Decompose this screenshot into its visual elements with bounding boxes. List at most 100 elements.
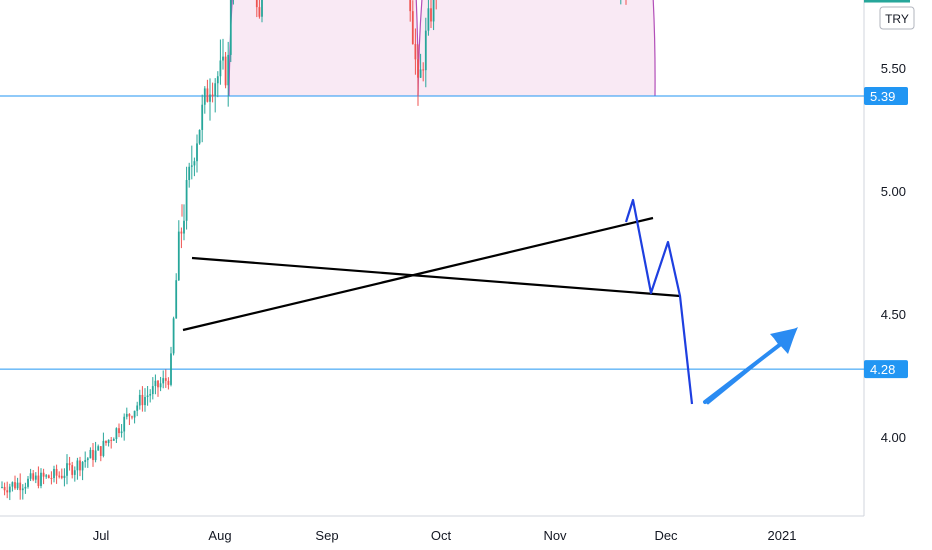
candle-body — [422, 69, 425, 71]
candle-body — [40, 472, 42, 486]
candle-body — [206, 88, 209, 102]
candle-body — [149, 394, 152, 396]
candle-body — [196, 143, 198, 162]
candle-body — [170, 353, 172, 385]
candle-body — [190, 165, 193, 167]
candle-body — [432, 0, 435, 22]
candle-body — [151, 386, 154, 395]
right-arc-fill — [418, 0, 656, 97]
candle-body — [55, 468, 58, 476]
candle-body — [16, 482, 19, 489]
candle-body — [110, 439, 113, 441]
x-tick-label: Aug — [208, 528, 231, 543]
currency-text: TRY — [885, 12, 909, 26]
candle-body — [193, 161, 196, 166]
candle-body — [37, 475, 40, 486]
candle-body — [73, 470, 76, 475]
candle-body — [198, 129, 201, 144]
candle-body — [411, 11, 414, 45]
candle-body — [157, 380, 159, 388]
candle-body — [167, 380, 170, 385]
candle-body — [45, 475, 48, 477]
candle-body — [138, 394, 141, 406]
candle-body — [216, 76, 219, 84]
candle-body — [86, 458, 89, 461]
candle-body — [128, 413, 131, 417]
y-tick-label: 5.50 — [881, 61, 906, 76]
candle-body — [209, 94, 211, 102]
candle-body — [144, 397, 146, 406]
candle-body — [14, 482, 16, 489]
candle-body — [409, 0, 412, 12]
candle-body — [32, 473, 35, 480]
candlestick-series — [1, 0, 627, 501]
candle-body — [159, 383, 162, 388]
x-tick-label: Dec — [654, 528, 678, 543]
candle-body — [63, 475, 66, 478]
candle-body — [97, 446, 100, 451]
currency-box[interactable] — [879, 6, 915, 30]
candle-body — [66, 463, 68, 476]
candle-body — [53, 468, 55, 479]
candle-body — [175, 280, 178, 319]
candle-body — [172, 318, 175, 354]
y-axis-ticks: 3.504.004.505.005.506.006.507.007.50 — [881, 61, 906, 445]
candle-body — [224, 56, 227, 86]
candle-body — [8, 486, 11, 493]
candle-body — [222, 56, 224, 61]
candle-body — [427, 8, 430, 31]
arrow-head — [770, 328, 797, 354]
candle-body — [112, 439, 115, 441]
candle-body — [141, 394, 144, 406]
countdown-badge-text: 03:14:09 — [866, 0, 917, 2]
candle-body — [29, 473, 32, 479]
candle-body — [214, 83, 217, 97]
y-tick-label: 4.00 — [881, 430, 906, 445]
x-tick-label: Nov — [543, 528, 567, 543]
candle-body — [203, 88, 206, 105]
x-tick-label: Jul — [93, 528, 110, 543]
candle-body — [120, 431, 123, 434]
candle-body — [94, 450, 97, 461]
trendline-ascending — [182, 216, 654, 332]
candle-body — [107, 439, 110, 444]
candle-body — [123, 416, 126, 432]
projection-path — [624, 198, 694, 405]
candle-body — [79, 460, 81, 471]
candle-body — [419, 69, 422, 78]
candle-body — [99, 446, 102, 456]
candle-body — [154, 380, 157, 387]
candle-body — [1, 486, 3, 488]
candle-body — [185, 180, 188, 221]
left-arc-fill — [229, 0, 419, 97]
price-badges: 5.8803:14:095.394.28 — [864, 0, 917, 379]
candle-body — [164, 378, 167, 381]
candle-body — [183, 220, 185, 234]
neckline-descending — [191, 256, 681, 298]
candle-body — [68, 463, 71, 466]
horizontal-levels — [0, 95, 864, 370]
candle-body — [180, 231, 183, 234]
candle-body — [430, 8, 432, 22]
candle-body — [21, 488, 24, 491]
projection-line — [624, 198, 694, 405]
candle-body — [201, 104, 204, 130]
neckline-price-badge-bg — [864, 87, 908, 106]
candle-body — [81, 461, 84, 471]
candle-body — [258, 7, 261, 17]
candle-body — [131, 416, 133, 418]
candle-body — [133, 410, 136, 418]
currency-label[interactable]: TRY — [879, 6, 915, 30]
candle-body — [118, 428, 120, 434]
candle-body — [50, 477, 53, 479]
candle-body — [27, 478, 29, 487]
candle-body — [76, 460, 79, 471]
candle-body — [58, 475, 61, 477]
candle-body — [47, 475, 50, 478]
candle-body — [71, 465, 74, 475]
head-arcs — [228, 0, 656, 97]
candle-body — [3, 486, 6, 491]
candle-body — [177, 231, 180, 281]
candle-body — [261, 0, 263, 17]
